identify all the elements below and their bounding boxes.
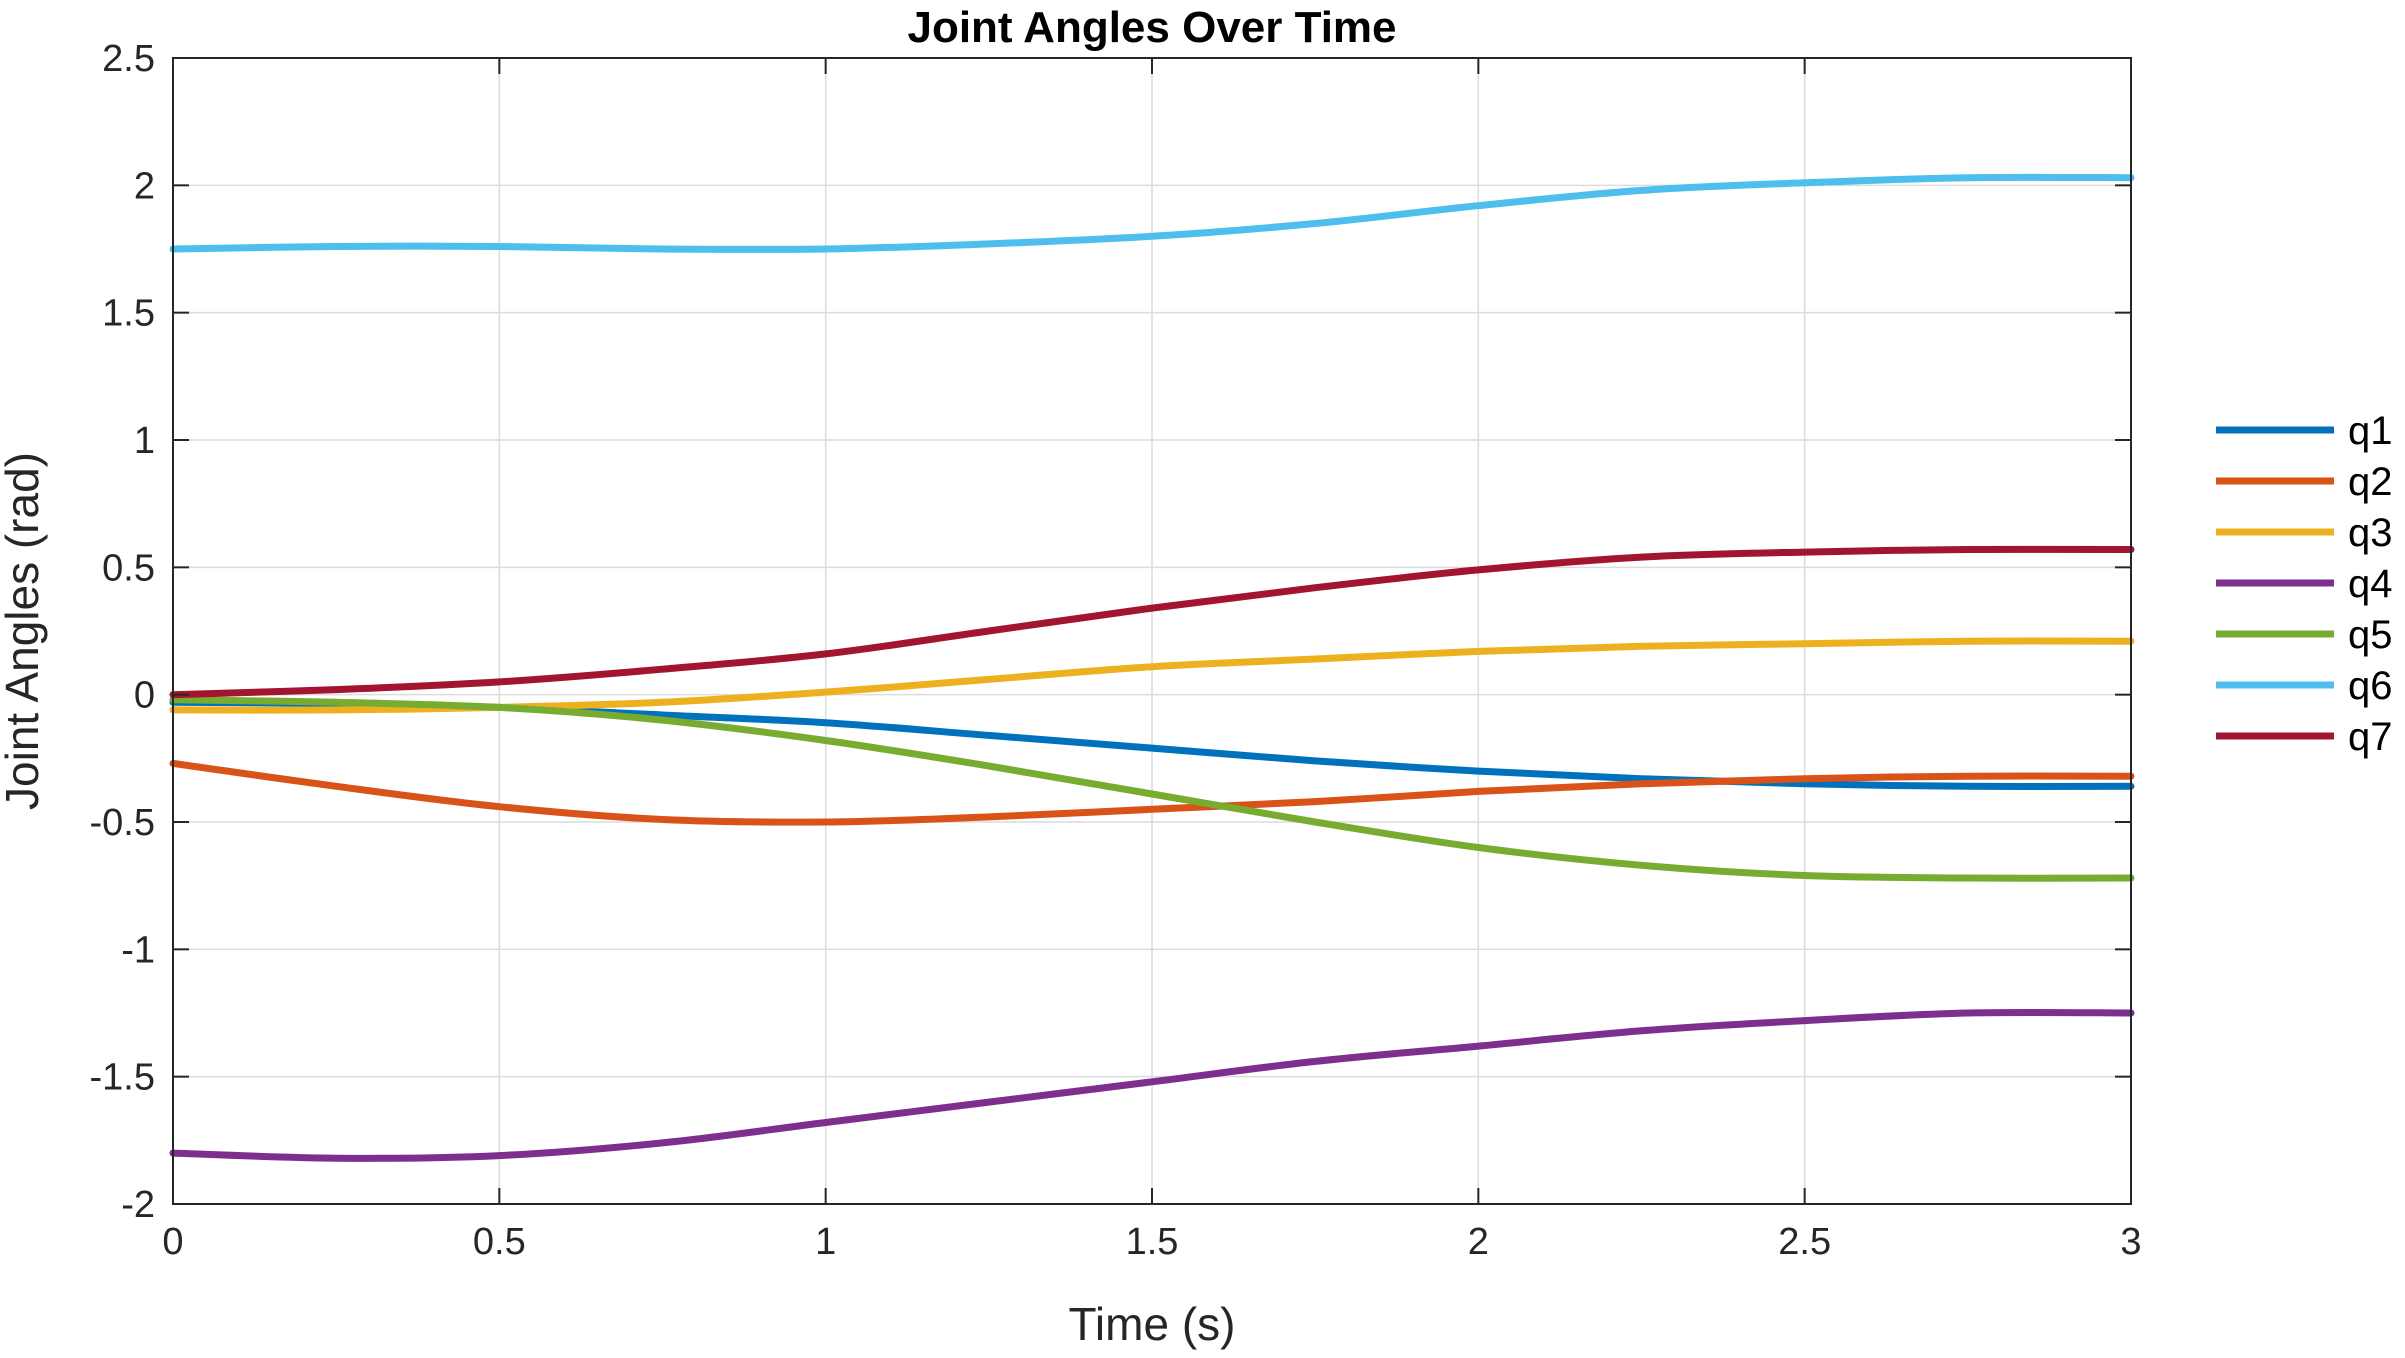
x-tick-label: 2 bbox=[1468, 1221, 1489, 1263]
legend-label-q4: q4 bbox=[2348, 562, 2393, 606]
x-tick-label: 0 bbox=[162, 1221, 183, 1263]
x-axis-label: Time (s) bbox=[1069, 1298, 1236, 1350]
legend-label-q3: q3 bbox=[2348, 511, 2393, 555]
legend-label-q6: q6 bbox=[2348, 664, 2393, 708]
series-line-q7 bbox=[169, 545, 2135, 699]
x-tick-label: 2.5 bbox=[1778, 1221, 1831, 1263]
series-lines bbox=[169, 173, 2135, 1162]
y-tick-label: 0 bbox=[134, 675, 155, 717]
series-line-q2 bbox=[169, 759, 2135, 826]
series-line-q4 bbox=[169, 1008, 2135, 1162]
chart-title: Joint Angles Over Time bbox=[907, 3, 1396, 52]
legend-label-q2: q2 bbox=[2348, 460, 2393, 504]
axis-ticks: 0 0.5 1 1.5 2 2.5 3 -2 -1.5 -1 -0.5 0 0.5 1 1.5 2 2.5 bbox=[90, 38, 2142, 1263]
legend-label-q7: q7 bbox=[2348, 715, 2393, 759]
y-tick-label: -2 bbox=[121, 1184, 155, 1226]
y-tick-label: 0.5 bbox=[102, 547, 155, 589]
y-tick-label: 2.5 bbox=[102, 38, 155, 80]
legend-label-q1: q1 bbox=[2348, 409, 2393, 453]
y-tick-label: -1.5 bbox=[90, 1057, 155, 1099]
legend-label-q5: q5 bbox=[2348, 613, 2393, 657]
series-line-q6 bbox=[169, 173, 2135, 253]
y-tick-label: 1 bbox=[134, 420, 155, 462]
y-axis-label: Joint Angles (rad) bbox=[0, 452, 48, 810]
series-line-q5 bbox=[169, 696, 2135, 882]
legend: q1 q2 q3 q4 q5 q6 q7 bbox=[2216, 409, 2393, 759]
x-tick-label: 1.5 bbox=[1126, 1221, 1179, 1263]
y-tick-label: -0.5 bbox=[90, 802, 155, 844]
x-tick-label: 0.5 bbox=[473, 1221, 526, 1263]
y-tick-label: -1 bbox=[121, 929, 155, 971]
x-tick-label: 3 bbox=[2120, 1221, 2141, 1263]
x-tick-label: 1 bbox=[815, 1221, 836, 1263]
y-tick-label: 2 bbox=[134, 165, 155, 207]
y-tick-label: 1.5 bbox=[102, 293, 155, 335]
grid bbox=[172, 57, 2132, 1205]
